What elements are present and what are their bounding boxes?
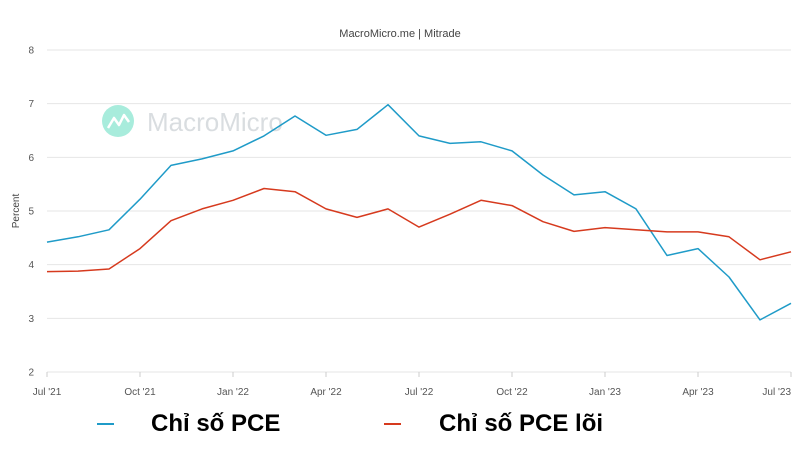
y-tick-label: 5 bbox=[28, 207, 34, 218]
x-tick-label: Jan '22 bbox=[217, 387, 249, 398]
y-axis-label: Percent bbox=[11, 194, 22, 229]
y-tick-label: 2 bbox=[28, 368, 34, 379]
x-tick-label: Oct '22 bbox=[496, 387, 528, 398]
legend-label-core-pce: Chỉ số PCE lõi bbox=[439, 410, 603, 437]
y-tick-label: 4 bbox=[28, 260, 34, 271]
x-tick-label: Apr '23 bbox=[682, 387, 714, 398]
x-tick-label: Jul '23 bbox=[762, 387, 791, 398]
chart-title: MacroMicro.me | Mitrade bbox=[339, 28, 460, 40]
y-tick-label: 6 bbox=[28, 153, 34, 164]
series-lines bbox=[46, 103, 792, 321]
gridlines bbox=[47, 49, 791, 373]
y-tick-label: 3 bbox=[28, 314, 34, 325]
watermark-logo-zigzag bbox=[106, 113, 131, 129]
x-tick-label: Apr '22 bbox=[310, 387, 342, 398]
y-tick-label: 7 bbox=[28, 99, 34, 110]
watermark-text: MacroMicro bbox=[147, 107, 283, 137]
x-axis-ticks: Jul '21 Oct '21 Jan '22 Apr '22 Jul '22 Oct '… bbox=[33, 372, 792, 398]
watermark: MacroMicro bbox=[102, 105, 283, 137]
series-line-core-pce[interactable] bbox=[46, 187, 792, 273]
watermark-logo-icon bbox=[102, 105, 134, 137]
legend-item-pce[interactable]: Chỉ số PCE bbox=[97, 410, 280, 437]
legend-item-core-pce[interactable]: Chỉ số PCE lõi bbox=[384, 410, 603, 437]
y-tick-label: 8 bbox=[28, 46, 34, 57]
series-line-pce[interactable] bbox=[46, 103, 792, 321]
x-tick-label: Jul '21 bbox=[33, 387, 62, 398]
x-tick-label: Oct '21 bbox=[124, 387, 156, 398]
y-axis-ticks: 2 3 4 5 6 7 8 bbox=[28, 46, 34, 379]
legend-label-pce: Chỉ số PCE bbox=[151, 410, 280, 437]
x-tick-label: Jul '22 bbox=[405, 387, 434, 398]
x-tick-label: Jan '23 bbox=[589, 387, 621, 398]
legend: Chỉ số PCE Chỉ số PCE lõi bbox=[97, 410, 603, 437]
